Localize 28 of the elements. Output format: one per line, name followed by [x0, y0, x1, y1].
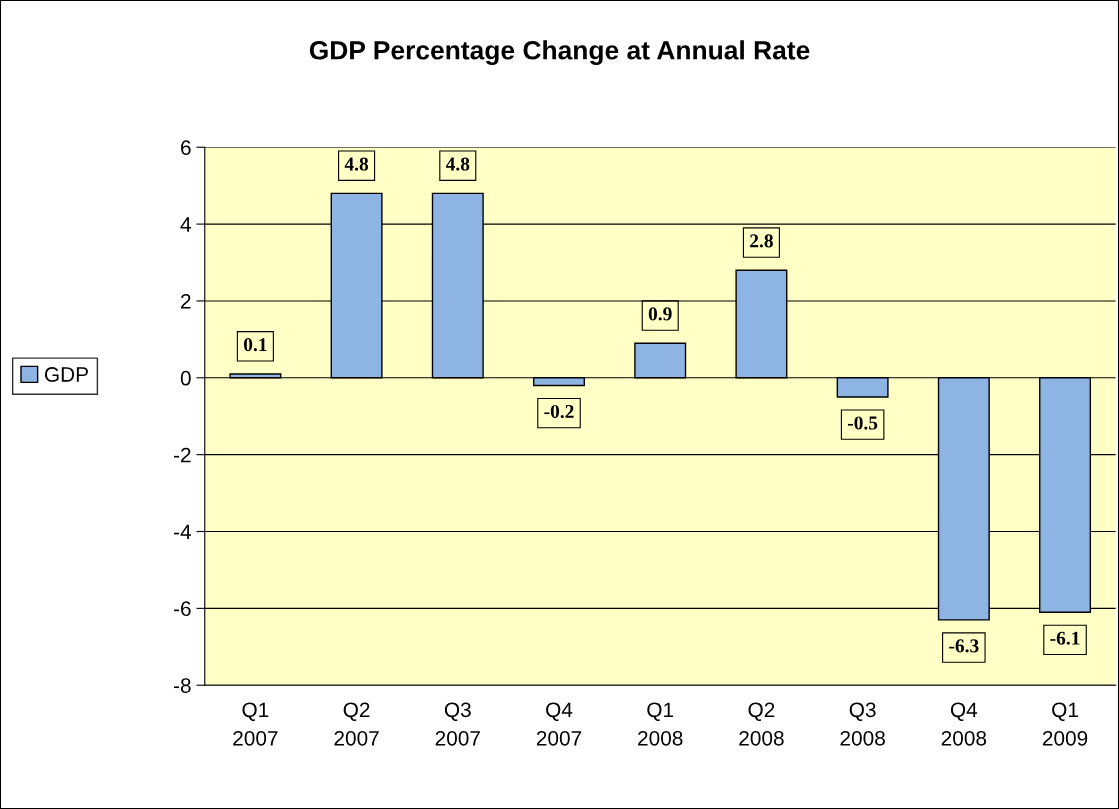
x-tick-label: Q3 2007 — [435, 702, 480, 746]
data-label: 4.8 — [445, 157, 470, 171]
data-label: -6.1 — [1050, 631, 1080, 645]
x-tick-label: Q3 2008 — [840, 702, 885, 746]
data-label: 2.8 — [750, 234, 773, 248]
y-tick-label: -6 — [173, 601, 191, 617]
x-tick-label: Q4 2007 — [536, 702, 582, 746]
x-tick-label: Q1 2009 — [1042, 702, 1088, 746]
x-tick-label: Q2 2007 — [334, 702, 379, 746]
x-tick-label: Q1 2008 — [638, 702, 683, 746]
y-tick-label: -8 — [173, 678, 191, 693]
legend-label: GDP — [44, 367, 88, 382]
x-tick-label: Q2 2008 — [739, 702, 784, 746]
data-label: 4.8 — [344, 157, 369, 171]
data-label: 0.9 — [648, 307, 672, 321]
data-label: 0.1 — [243, 338, 267, 352]
y-tick-label: 4 — [180, 217, 191, 232]
y-tick-label: 0 — [180, 370, 191, 386]
y-tick-label: 2 — [181, 293, 191, 309]
y-tick-label: -4 — [173, 524, 191, 540]
y-tick-label: -2 — [173, 447, 191, 463]
data-label: -6.3 — [949, 639, 979, 653]
x-tick-label: Q4 2008 — [941, 702, 987, 746]
chart-title: GDP Percentage Change at Annual Rate — [309, 40, 810, 65]
data-label: -0.2 — [544, 404, 574, 419]
data-label: -0.5 — [847, 416, 878, 430]
y-tick-label: 6 — [181, 140, 191, 155]
x-tick-label: Q1 2007 — [233, 702, 278, 746]
